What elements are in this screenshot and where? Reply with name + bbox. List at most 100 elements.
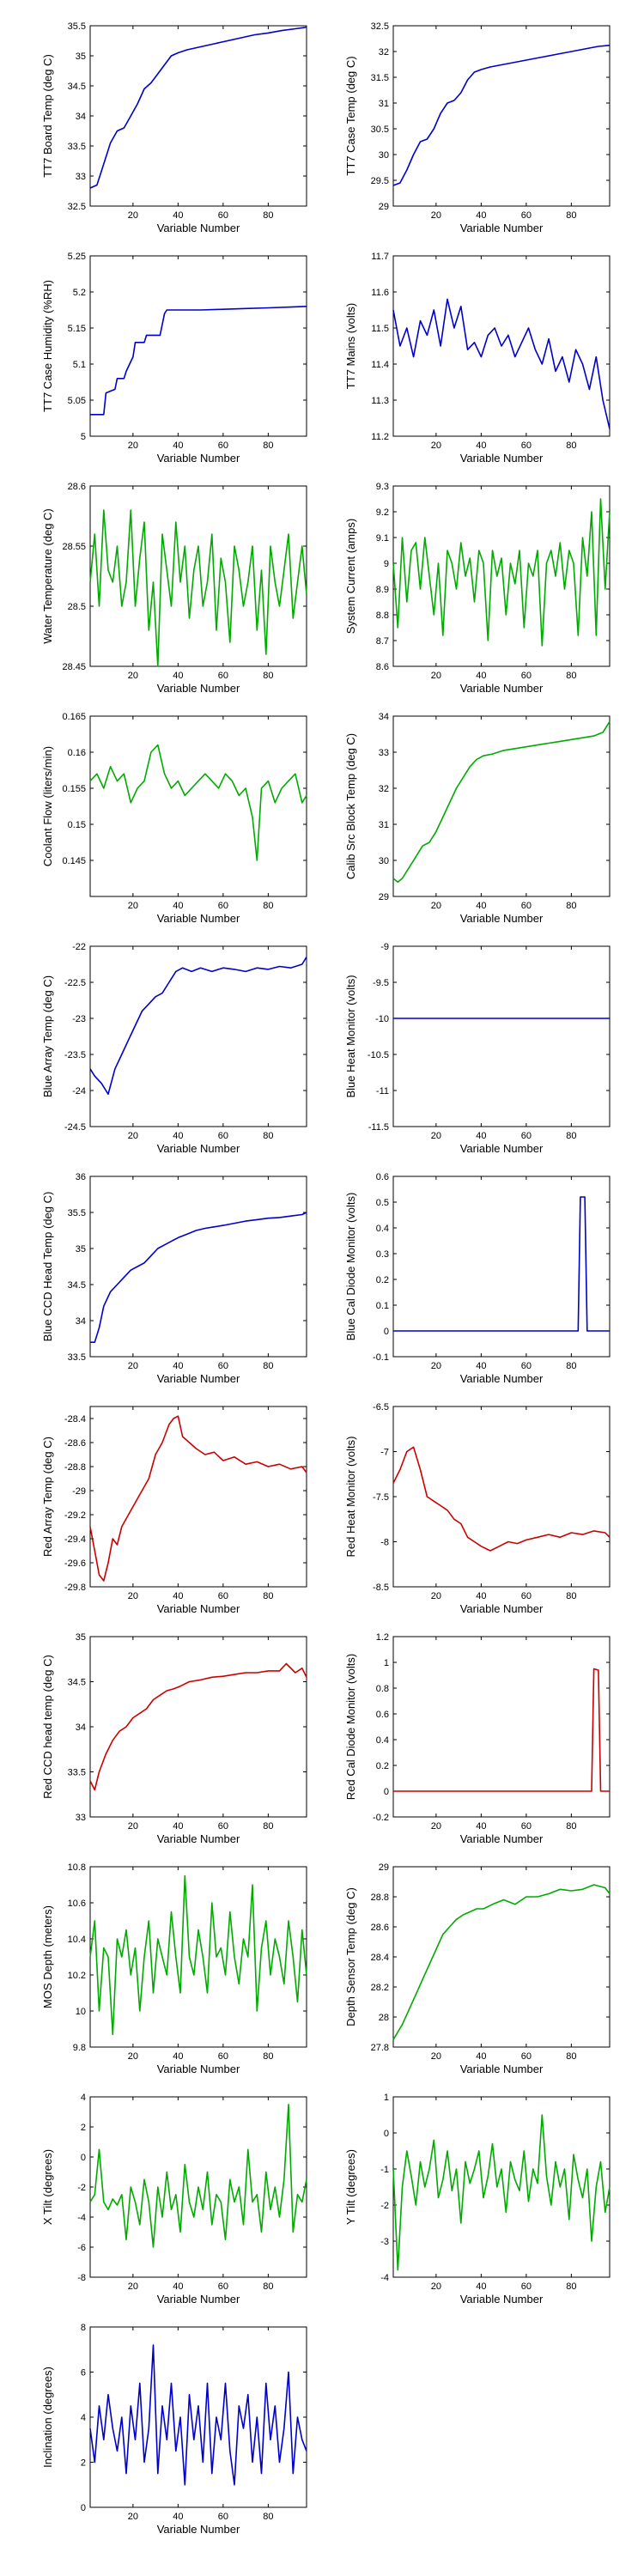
y-tick-label: 4 (81, 2093, 86, 2103)
x-tick-label: 60 (218, 671, 228, 681)
y-tick-label: -29.4 (64, 1534, 86, 1545)
y-axis-label: Red Cal Diode Monitor (volts) (344, 1654, 357, 1801)
series-line-1 (393, 1196, 610, 1332)
chart-panel-15: 20 40 60 80 33 33.5 34 34.5 35 Variable Number Red… (41, 1632, 307, 1845)
y-tick-label: 29 (379, 892, 389, 902)
x-tick-label: 80 (566, 440, 576, 451)
y-tick-label: -28.4 (64, 1414, 86, 1425)
chart-panel-5: 20 40 60 80 28.45 28.5 28.55 28.6 Variable Numbe… (41, 482, 307, 695)
x-tick-label: 60 (218, 901, 228, 911)
x-tick-label: 20 (431, 901, 441, 911)
chart-panel-10: 20 40 60 80 -11.5 -11 -10.5 -10 -9.5 -9 Variable N… (344, 942, 611, 1155)
x-tick-label: 80 (566, 901, 576, 911)
x-axis-label: Variable Number (157, 2523, 240, 2536)
y-tick-label: 10.2 (68, 1971, 86, 1981)
y-tick-label: -10 (375, 1014, 389, 1024)
y-tick-label: 28.45 (62, 662, 86, 672)
y-tick-label: 5.25 (68, 252, 86, 262)
x-tick-label: 80 (566, 1821, 576, 1832)
y-tick-label: 8.7 (376, 636, 389, 647)
y-tick-label: -24.5 (64, 1122, 86, 1133)
chart-panel-17: 20 40 60 80 9.8 10 10.2 10.4 10.6 10.8 Variable Nu… (41, 1862, 307, 2075)
x-tick-label: 80 (566, 2281, 576, 2292)
y-tick-label: 0 (384, 1787, 389, 1797)
x-axis-label: Variable Number (460, 2063, 544, 2075)
x-axis-label: Variable Number (460, 2293, 544, 2306)
y-tick-label: 0.4 (376, 1735, 389, 1746)
plot-frame (89, 1636, 307, 1818)
x-tick-label: 60 (521, 210, 532, 221)
y-tick-label: 5.05 (68, 396, 86, 406)
y-tick-label: -1 (380, 2165, 389, 2175)
x-tick-label: 20 (128, 1131, 138, 1141)
y-axis-label: Red CCD head temp (deg C) (41, 1655, 54, 1799)
y-tick-label: 0.155 (62, 784, 86, 794)
y-tick-label: 35 (76, 52, 86, 62)
x-tick-label: 20 (128, 901, 138, 911)
x-tick-label: 60 (218, 2281, 228, 2292)
x-tick-label: 20 (431, 2051, 441, 2062)
x-tick-label: 40 (173, 2281, 183, 2292)
x-tick-label: 20 (431, 671, 441, 681)
y-tick-label: 28.6 (68, 482, 86, 492)
y-axis-label: Red Heat Monitor (volts) (344, 1437, 357, 1558)
chart-panel-16: 20 40 60 80 -0.2 0 0.2 0.4 0.6 0.8 1 1.2 Variable Nu… (344, 1632, 611, 1845)
y-tick-label: 1.2 (376, 1632, 389, 1643)
x-tick-label: 20 (128, 671, 138, 681)
y-tick-label: 6 (81, 2368, 86, 2379)
y-tick-label: 30 (379, 150, 389, 161)
y-tick-label: -23 (72, 1014, 86, 1024)
y-tick-label: -2 (77, 2183, 86, 2193)
y-axis-label: Red Array Temp (deg C) (41, 1437, 54, 1557)
plot-frame (392, 1406, 611, 1588)
y-tick-label: -28.8 (64, 1462, 86, 1473)
y-tick-label: 5 (81, 432, 86, 442)
x-tick-label: 40 (476, 2281, 486, 2292)
y-tick-label: 0.16 (68, 748, 86, 758)
y-axis-label: System Current (amps) (344, 519, 357, 634)
y-tick-label: -22 (72, 942, 86, 952)
x-tick-label: 60 (521, 1591, 532, 1601)
series-line-1 (89, 1662, 307, 1791)
y-tick-label: 33 (76, 1813, 86, 1823)
x-tick-label: 20 (431, 1131, 441, 1141)
y-tick-label: 1 (384, 1658, 389, 1668)
x-tick-label: 20 (431, 1361, 441, 1371)
y-tick-label: 0.8 (376, 1684, 389, 1694)
y-tick-label: 0.5 (376, 1198, 389, 1208)
x-axis-label: Variable Number (460, 682, 544, 695)
series-line-1 (89, 2344, 307, 2486)
x-tick-label: 80 (566, 210, 576, 221)
plot-frame (89, 1176, 307, 1358)
y-tick-label: 33.5 (68, 1768, 86, 1778)
y-tick-label: 34 (76, 1316, 86, 1327)
plot-frame (392, 1636, 611, 1818)
chart-panel-9: 20 40 60 80 -24.5 -24 -23.5 -23 -22.5 -22 Variable… (41, 942, 307, 1155)
y-tick-label: 28.4 (371, 1953, 389, 1963)
y-tick-label: -6 (77, 2243, 86, 2253)
plot-frame (392, 1866, 611, 2048)
y-tick-label: 32 (379, 47, 389, 58)
y-axis-label: Depth Sensor Temp (deg C) (344, 1887, 357, 2026)
series-line-1 (89, 26, 307, 189)
series-line-1 (89, 957, 307, 1095)
y-tick-label: 30 (379, 856, 389, 866)
x-tick-label: 20 (431, 210, 441, 221)
x-tick-label: 80 (263, 2051, 273, 2062)
y-tick-label: 0.4 (376, 1224, 389, 1234)
x-tick-label: 20 (128, 1821, 138, 1832)
chart-panel-18: 20 40 60 80 27.8 28 28.2 28.4 28.6 28.8 29 Variable… (344, 1862, 611, 2075)
x-tick-label: 60 (218, 2512, 228, 2522)
y-tick-label: 9.2 (376, 507, 389, 518)
plot-frame (392, 25, 611, 207)
y-tick-label: 0.2 (376, 1761, 389, 1771)
x-tick-label: 40 (173, 1361, 183, 1371)
y-tick-label: 33.5 (68, 1352, 86, 1363)
y-tick-label: -23.5 (64, 1050, 86, 1060)
y-tick-label: -29.6 (64, 1558, 86, 1569)
y-tick-label: 2 (81, 2123, 86, 2133)
x-tick-label: 60 (521, 440, 532, 451)
x-tick-label: 40 (173, 440, 183, 451)
x-tick-label: 60 (218, 1821, 228, 1832)
x-tick-label: 80 (263, 901, 273, 911)
